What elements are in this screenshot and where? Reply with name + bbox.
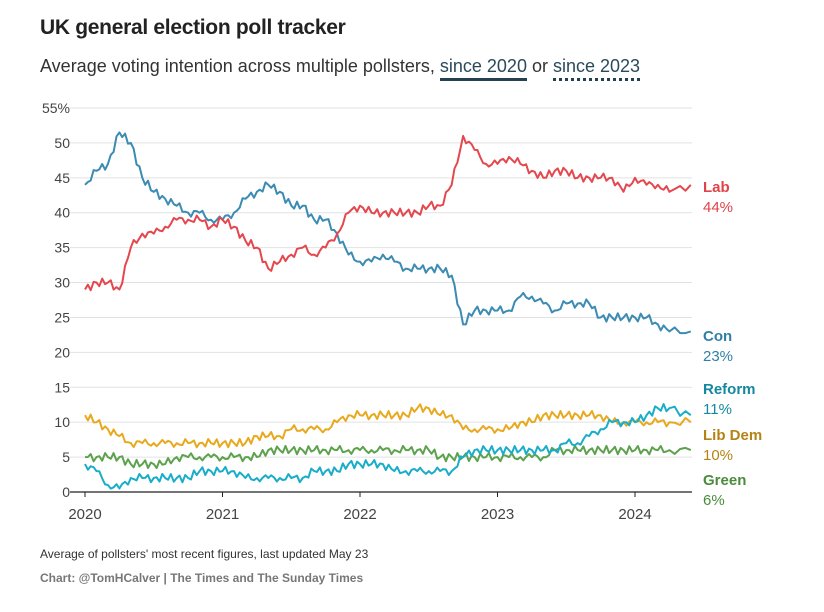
subtitle-or: or [526,56,553,76]
series-label: Lab [703,179,730,196]
footnote: Average of pollsters' most recent figure… [40,547,369,561]
y-tick-label: 10 [54,414,70,430]
y-tick-label: 15 [54,379,70,395]
since-2020-link[interactable]: since 2020 [439,56,527,81]
x-tick-label: 2020 [68,506,101,523]
series-latest-value: 44% [703,199,733,216]
y-tick-label: 20 [54,344,70,360]
chart-title: UK general election poll tracker [40,16,346,39]
series-line-green [84,444,692,470]
x-tick-label: 2023 [481,506,514,523]
series-label: Green [703,472,746,489]
since-2023-link[interactable]: since 2023 [552,56,641,81]
series-line-lab [84,134,692,292]
x-tick-label: 2024 [618,506,651,523]
x-tick-label: 2022 [343,506,376,523]
series-label: Reform [703,381,756,398]
y-tick-label: 0 [62,484,70,500]
y-tick-label: 30 [54,275,70,291]
series-label: Lib Dem [703,427,762,444]
series-line-reform [84,403,692,490]
y-tick-label: 50 [54,135,70,151]
series-line-lib-dem [84,403,692,449]
x-tick-label: 2021 [206,506,239,523]
chart-subtitle: Average voting intention across multiple… [40,56,641,81]
series-latest-value: 11% [703,401,732,418]
y-tick-label: 25 [54,309,70,325]
series-line-con [84,131,692,335]
series-label: Con [703,328,732,345]
y-tick-label: 40 [54,205,70,221]
y-tick-label: 55% [42,100,70,116]
series-latest-value: 10% [703,447,733,464]
chart-credit: Chart: @TomHCalver | The Times and The S… [40,571,364,585]
series-latest-value: 6% [703,492,725,509]
subtitle-text: Average voting intention across multiple… [40,56,440,76]
series-latest-value: 23% [703,348,733,365]
y-tick-label: 45 [54,170,70,186]
y-tick-label: 5 [62,449,70,465]
y-tick-label: 35 [54,240,70,256]
